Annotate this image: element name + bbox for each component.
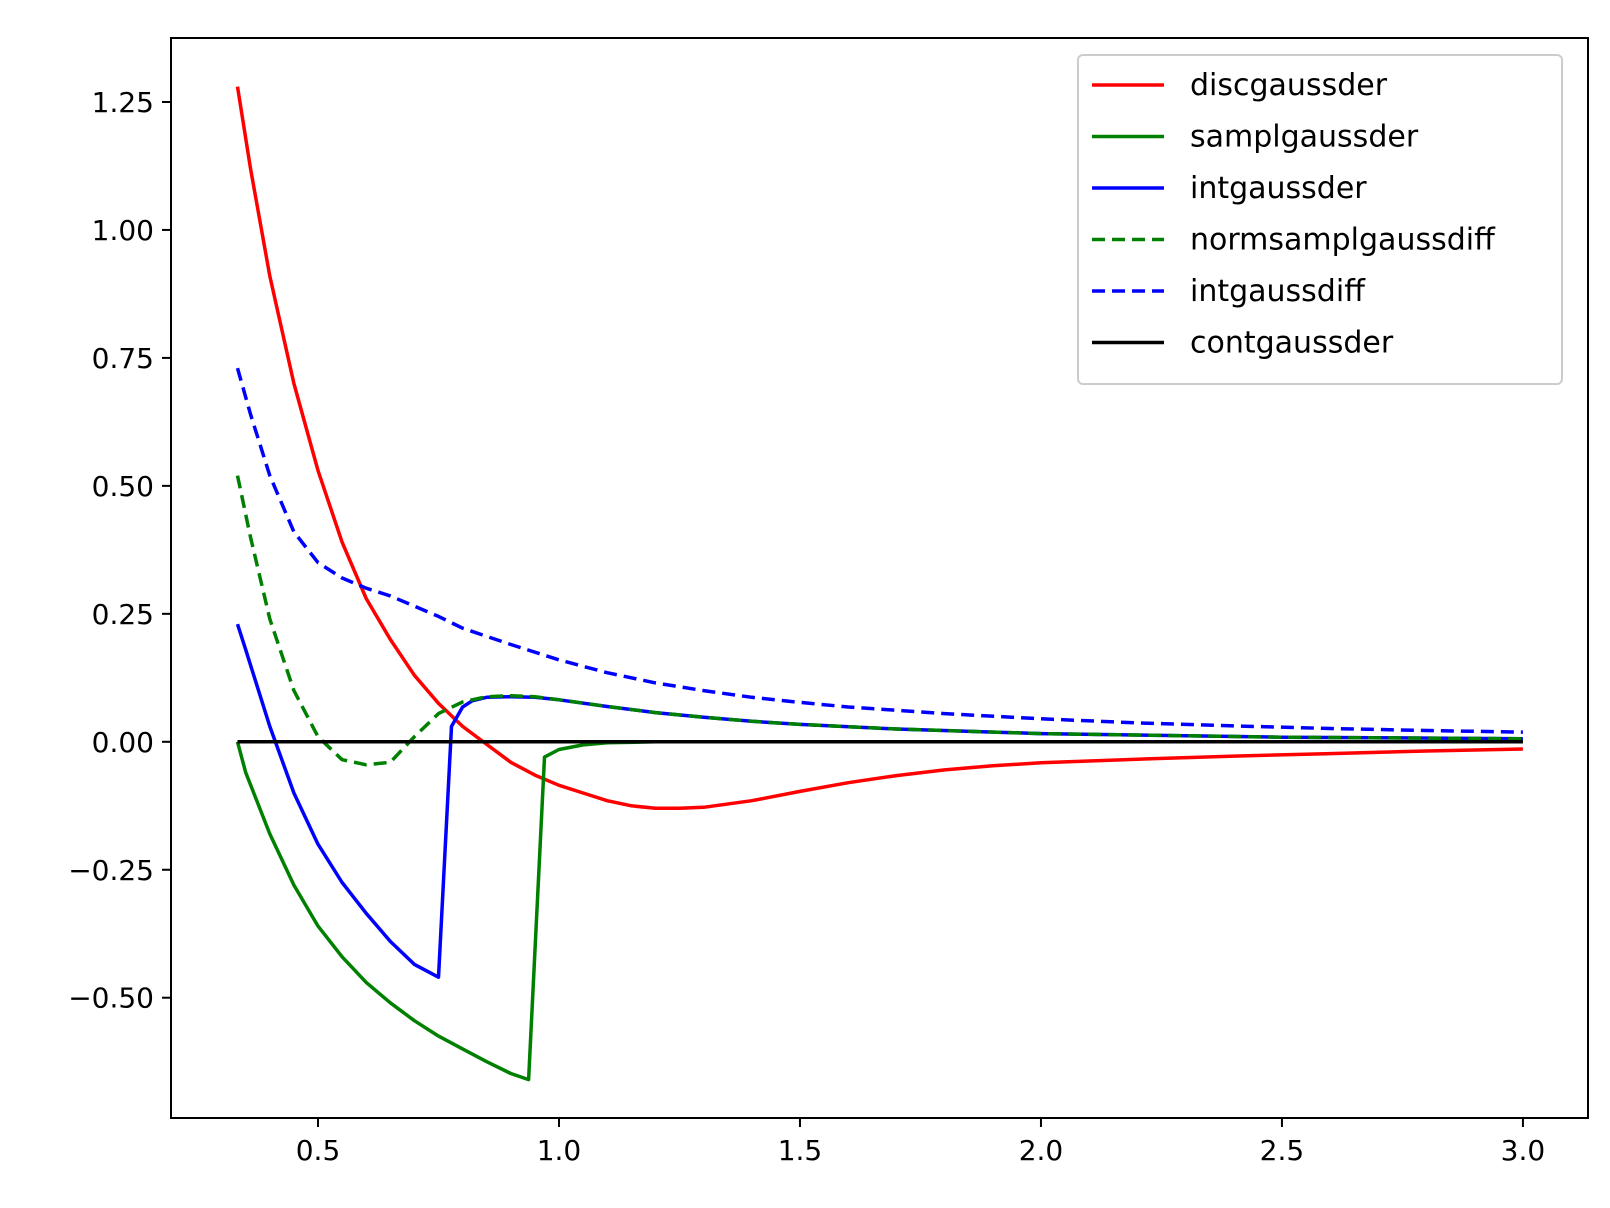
x-tick-label: 2.0 [1019, 1134, 1064, 1167]
legend-label-intgaussdiff: intgaussdiff [1190, 274, 1366, 309]
x-tick-label: 1.0 [537, 1134, 582, 1167]
x-tick-label: 1.5 [778, 1134, 823, 1167]
legend: discgaussder samplgaussder intgaussder norm… [1077, 54, 1563, 385]
y-tick-label: −0.50 [68, 982, 154, 1015]
y-tick-label: 0.00 [92, 726, 154, 759]
x-tick-label: 2.5 [1260, 1134, 1305, 1167]
x-tick-label: 0.5 [296, 1134, 341, 1167]
series-line-discgaussder [235, 86, 1523, 811]
legend-label-intgaussder: intgaussder [1190, 171, 1367, 206]
legend-box [1077, 54, 1563, 385]
y-tick-label: 0.50 [92, 470, 154, 503]
series-line-intgaussdiff [235, 367, 1523, 734]
y-tick-label: 0.25 [92, 598, 154, 631]
x-tick-label: 3.0 [1501, 1134, 1546, 1167]
legend-label-contgaussder: contgaussder [1190, 326, 1394, 361]
y-axis: −0.50 −0.25 0.00 0.25 0.50 0.75 1.00 1.25 [68, 86, 171, 1015]
legend-label-samplgaussder: samplgaussder [1190, 120, 1419, 155]
y-tick-label: 1.00 [92, 214, 154, 247]
plot-frame [170, 37, 1589, 1119]
legend-label-discgaussder: discgaussder [1190, 68, 1388, 103]
series-layer [235, 86, 1523, 1082]
series-line-normsamplgaussdiff [235, 475, 1523, 767]
y-tick-label: 0.75 [92, 342, 154, 375]
y-tick-label: 1.25 [92, 86, 154, 119]
y-tick-label: −0.25 [68, 854, 154, 887]
legend-label-normsamplgaussdiff: normsamplgaussdiff [1190, 223, 1496, 258]
x-axis: 0.5 1.0 1.5 2.0 2.5 3.0 [296, 1118, 1545, 1167]
